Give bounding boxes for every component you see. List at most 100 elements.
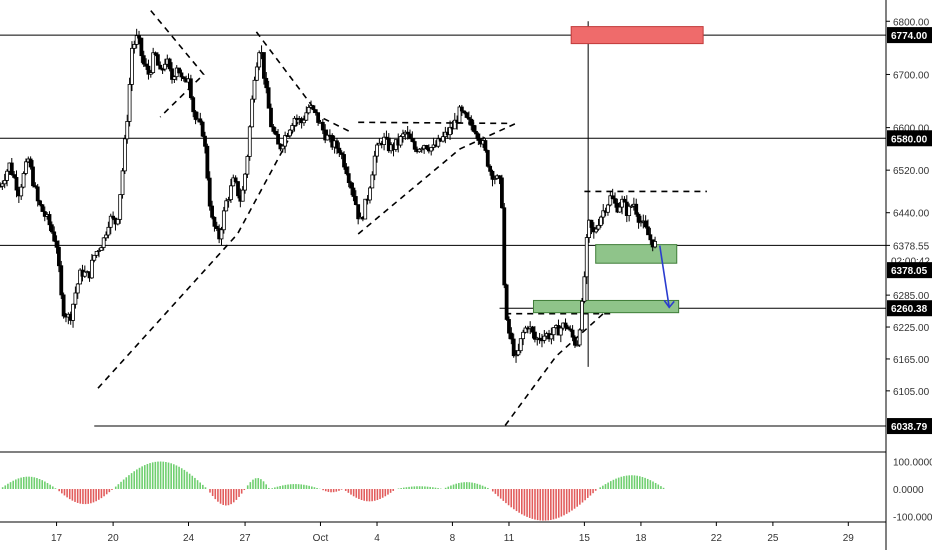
projection-arrow bbox=[658, 245, 675, 309]
candle-body bbox=[419, 148, 424, 151]
candle-body bbox=[191, 97, 196, 113]
candle-body bbox=[639, 221, 643, 224]
price-tick-label: 6165.00 bbox=[893, 355, 930, 366]
candle-body bbox=[568, 328, 573, 331]
candle-body bbox=[457, 106, 462, 123]
zones bbox=[532, 26, 704, 314]
x-tick-label: 4 bbox=[374, 533, 380, 544]
price-tick-label: 6285.00 bbox=[893, 291, 930, 302]
candle-body bbox=[398, 136, 403, 146]
candle-body bbox=[177, 67, 181, 74]
candle-body bbox=[507, 319, 511, 334]
oscillator-tick-label: -100.0000 bbox=[893, 513, 932, 524]
price-tick-label: 6600.00 bbox=[893, 124, 930, 135]
candles bbox=[0, 28, 657, 363]
candle-body bbox=[292, 117, 297, 126]
candle-body bbox=[643, 220, 648, 228]
candle-body bbox=[137, 35, 141, 39]
candle-body bbox=[236, 181, 240, 197]
candle-body bbox=[424, 145, 429, 150]
candle-body bbox=[311, 105, 316, 111]
candle-body bbox=[49, 224, 54, 233]
candle-body bbox=[469, 118, 474, 126]
candle-body bbox=[210, 205, 214, 218]
price-badge bbox=[887, 262, 932, 279]
zone-box bbox=[570, 26, 704, 45]
candle-body bbox=[264, 77, 269, 89]
candle-body bbox=[181, 76, 186, 80]
candle-body bbox=[193, 111, 198, 120]
candle-body bbox=[448, 126, 452, 136]
candle-body bbox=[31, 166, 35, 187]
candle-body bbox=[627, 205, 632, 216]
candle-body bbox=[57, 246, 61, 267]
candle-body bbox=[464, 112, 469, 118]
candle-body bbox=[115, 218, 120, 225]
candle-body bbox=[73, 292, 78, 305]
candle-body bbox=[492, 178, 497, 180]
price-tick-label: 6440.00 bbox=[893, 209, 930, 220]
candle-body bbox=[233, 177, 238, 182]
candle-body bbox=[598, 216, 603, 226]
x-tick-label: 11 bbox=[504, 533, 515, 544]
candle-body bbox=[401, 133, 405, 137]
candle-body bbox=[518, 338, 523, 352]
candle-body bbox=[368, 187, 372, 201]
x-tick-label: 8 bbox=[450, 533, 456, 544]
candle-body bbox=[462, 110, 467, 114]
candle-body bbox=[221, 210, 226, 231]
candle-body bbox=[120, 170, 125, 196]
candle-body bbox=[14, 177, 19, 191]
candle-body bbox=[497, 175, 502, 179]
candle-body bbox=[523, 327, 528, 333]
candle-body bbox=[151, 52, 156, 74]
candle-body bbox=[167, 58, 172, 70]
price-tick-label: 6700.00 bbox=[893, 70, 930, 81]
candle-body bbox=[111, 215, 116, 219]
candle-body bbox=[325, 134, 330, 141]
arrow-head bbox=[663, 299, 675, 309]
candle-body bbox=[429, 147, 434, 152]
trendline-drawings bbox=[97, 10, 707, 426]
candle-body bbox=[549, 334, 554, 340]
candle-body bbox=[35, 186, 40, 202]
candle-body bbox=[514, 354, 518, 357]
candle-body bbox=[351, 187, 356, 197]
price-badge-label: 6260.38 bbox=[891, 304, 928, 315]
candle-body bbox=[563, 322, 568, 328]
candle-body bbox=[97, 250, 101, 252]
candle-body bbox=[273, 131, 278, 135]
candle-body bbox=[106, 226, 111, 236]
candle-body bbox=[205, 145, 210, 179]
candle-body bbox=[476, 133, 481, 141]
x-tick-label: 24 bbox=[183, 533, 195, 544]
x-tick-label: 25 bbox=[767, 533, 779, 544]
candle-body bbox=[459, 106, 464, 112]
candle-body bbox=[500, 177, 504, 209]
candle-body bbox=[139, 37, 144, 57]
candle-body bbox=[148, 72, 153, 75]
candle-body bbox=[207, 177, 212, 207]
candle-body bbox=[353, 196, 358, 206]
candle-body bbox=[12, 174, 17, 178]
candle-body bbox=[200, 121, 205, 137]
candle-body bbox=[313, 109, 318, 114]
candle-body bbox=[269, 107, 273, 128]
candle-body bbox=[629, 205, 634, 208]
candle-body bbox=[622, 198, 627, 203]
candle-body bbox=[89, 259, 94, 279]
candle-body bbox=[146, 65, 151, 75]
candle-body bbox=[257, 52, 262, 68]
candle-body bbox=[163, 63, 167, 70]
candle-body bbox=[606, 204, 610, 213]
candle-body bbox=[375, 144, 379, 157]
candle-body bbox=[254, 66, 259, 81]
price-badge bbox=[887, 418, 932, 435]
zone-box bbox=[532, 299, 680, 314]
candle-body bbox=[47, 214, 52, 226]
candle-body bbox=[19, 186, 24, 197]
candle-body bbox=[0, 183, 5, 187]
candle-body bbox=[620, 198, 624, 208]
candle-body bbox=[363, 198, 368, 220]
